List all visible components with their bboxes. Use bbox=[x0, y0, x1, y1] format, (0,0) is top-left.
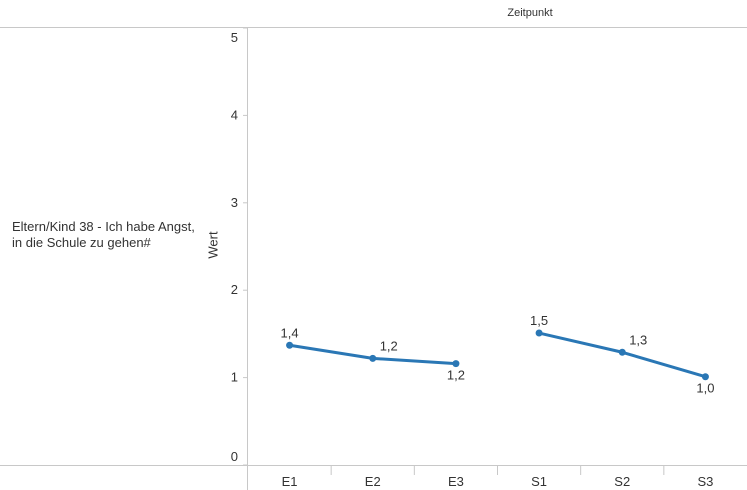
chart-frame bbox=[0, 27, 747, 490]
data-label: 1,3 bbox=[629, 332, 647, 347]
data-label: 1,5 bbox=[530, 313, 548, 328]
x-tick-label: E1 bbox=[282, 474, 298, 489]
data-point bbox=[369, 354, 377, 362]
x-tick-label: E3 bbox=[448, 474, 464, 489]
y-tick-label: 5 bbox=[231, 30, 238, 45]
y-axis-title: Wert bbox=[205, 231, 221, 259]
x-tick-label: S2 bbox=[614, 474, 630, 489]
y-tick-label: 0 bbox=[231, 449, 238, 464]
y-tick-label: 4 bbox=[231, 107, 238, 122]
data-labels: 1,4 1,2 1,2 1,5 1,3 1,0 bbox=[281, 313, 715, 396]
x-tick-label: E2 bbox=[365, 474, 381, 489]
data-label: 1,0 bbox=[696, 381, 714, 396]
y-tick-label: 3 bbox=[231, 195, 238, 210]
data-point bbox=[535, 329, 543, 337]
data-label: 1,2 bbox=[447, 368, 465, 383]
data-point bbox=[618, 348, 626, 356]
row-label: Eltern/Kind 38 - Ich habe Angst, in die … bbox=[12, 219, 195, 250]
data-label: 1,2 bbox=[380, 338, 398, 353]
x-tick-label: S3 bbox=[697, 474, 713, 489]
data-point bbox=[286, 341, 294, 349]
data-label: 1,4 bbox=[281, 325, 299, 340]
data-point bbox=[701, 373, 709, 381]
y-tick-label: 2 bbox=[231, 282, 238, 297]
x-axis: E1 E2 E3 S1 S2 S3 bbox=[282, 465, 713, 489]
series-layer bbox=[286, 329, 709, 381]
data-point bbox=[452, 360, 460, 368]
y-axis: 0 1 2 3 4 5 bbox=[231, 27, 248, 466]
x-tick-label: S1 bbox=[531, 474, 547, 489]
y-tick-label: 1 bbox=[231, 370, 238, 385]
column-title: Zeitpunkt bbox=[507, 7, 553, 19]
